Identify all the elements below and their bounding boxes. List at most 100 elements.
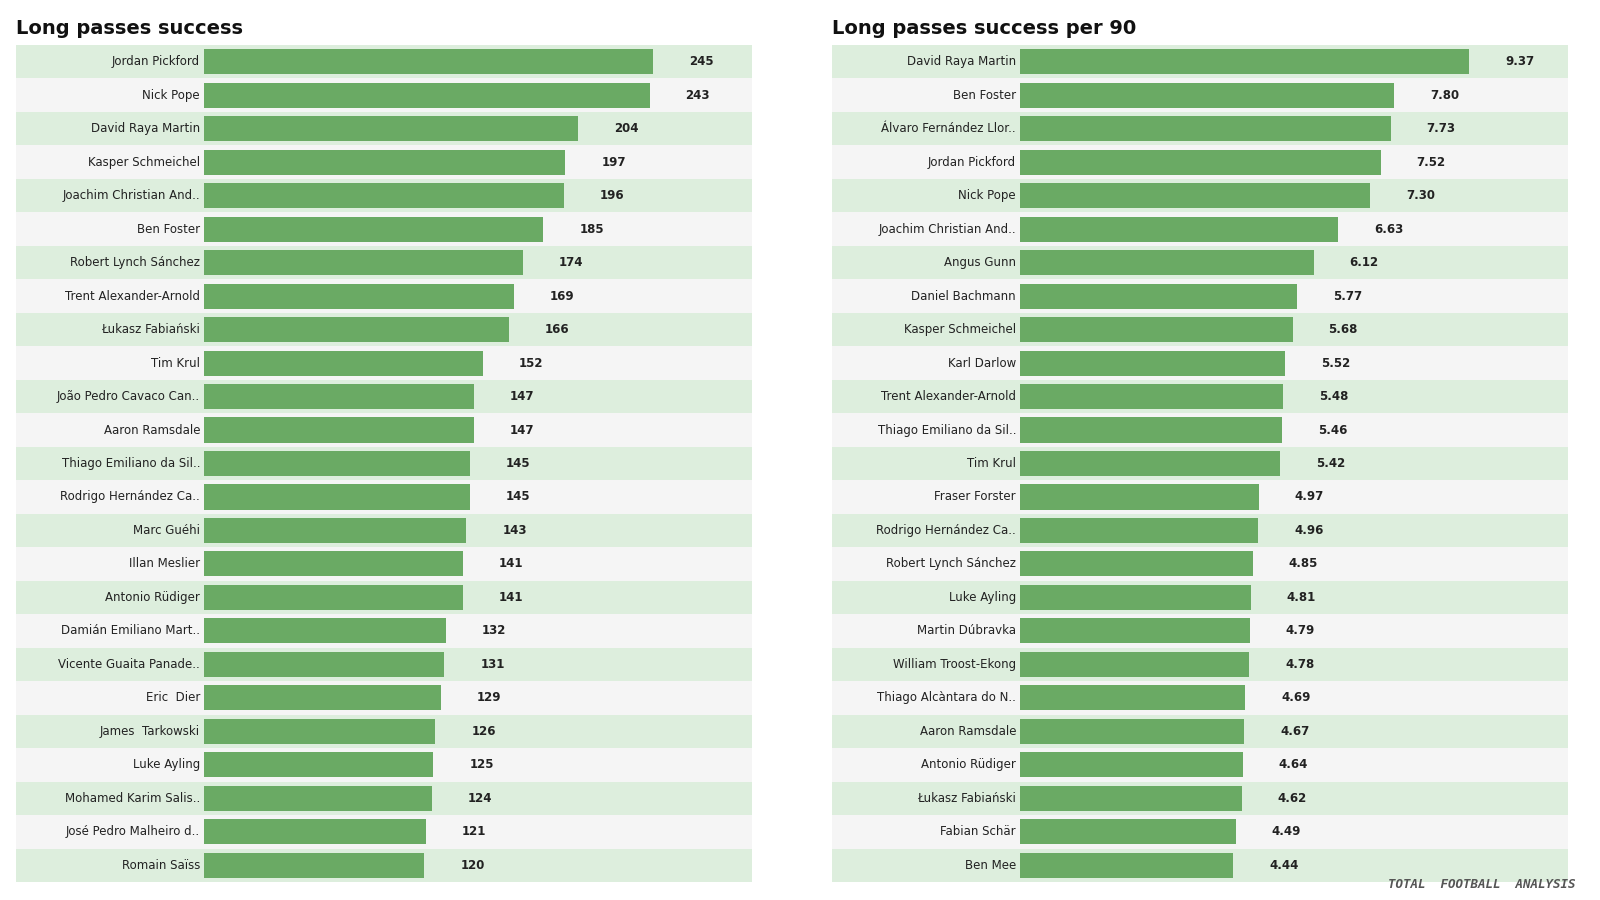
Text: 196: 196 (600, 189, 624, 202)
Text: José Pedro Malheiro d..: José Pedro Malheiro d.. (66, 825, 200, 838)
Text: Antonio Rüdiger: Antonio Rüdiger (106, 591, 200, 604)
Text: 129: 129 (477, 691, 501, 705)
Text: 145: 145 (506, 491, 531, 503)
Bar (16, 45, 752, 78)
Text: Kasper Schmeichel: Kasper Schmeichel (88, 156, 200, 168)
Bar (16, 748, 752, 781)
Bar (205, 284, 514, 309)
Bar (205, 50, 653, 75)
Bar (16, 648, 752, 681)
Text: 4.96: 4.96 (1294, 524, 1323, 537)
Text: Ben Foster: Ben Foster (138, 222, 200, 236)
Text: 141: 141 (499, 591, 523, 604)
Bar (205, 585, 462, 610)
Text: 132: 132 (482, 625, 507, 637)
Bar (832, 212, 1568, 246)
Bar (205, 116, 578, 141)
Text: Jordan Pickford: Jordan Pickford (112, 55, 200, 68)
Bar (205, 83, 650, 108)
Bar (832, 446, 1568, 481)
Text: 7.30: 7.30 (1406, 189, 1435, 202)
Bar (205, 786, 432, 811)
Text: Joachim Christian And..: Joachim Christian And.. (62, 189, 200, 202)
Text: Thiago Alcàntara do N..: Thiago Alcàntara do N.. (877, 691, 1016, 705)
Text: 4.81: 4.81 (1286, 591, 1317, 604)
Text: Tim Krul: Tim Krul (150, 356, 200, 370)
Text: 6.63: 6.63 (1374, 222, 1403, 236)
Bar (832, 481, 1568, 514)
Bar (16, 380, 752, 413)
Text: Trent Alexander-Arnold: Trent Alexander-Arnold (66, 290, 200, 302)
Bar (832, 179, 1568, 212)
Text: 4.97: 4.97 (1294, 491, 1323, 503)
Text: 243: 243 (685, 89, 710, 102)
Bar (832, 715, 1568, 748)
Text: Ben Foster: Ben Foster (954, 89, 1016, 102)
Bar (205, 685, 440, 710)
Text: TOTAL  FOOTBALL  ANALYSIS: TOTAL FOOTBALL ANALYSIS (1389, 878, 1576, 891)
Text: 4.64: 4.64 (1278, 759, 1309, 771)
Text: 5.68: 5.68 (1328, 323, 1358, 336)
Bar (205, 317, 509, 342)
Bar (1021, 149, 1381, 175)
Bar (1021, 819, 1235, 844)
Bar (832, 547, 1568, 580)
Text: Joachim Christian And..: Joachim Christian And.. (878, 222, 1016, 236)
Text: 204: 204 (614, 122, 638, 135)
Bar (205, 451, 470, 476)
Text: 145: 145 (506, 457, 531, 470)
Bar (205, 719, 435, 744)
Text: Kasper Schmeichel: Kasper Schmeichel (904, 323, 1016, 336)
Text: 4.62: 4.62 (1278, 792, 1307, 805)
Text: Antonio Rüdiger: Antonio Rüdiger (922, 759, 1016, 771)
Text: João Pedro Cavaco Can..: João Pedro Cavaco Can.. (58, 390, 200, 403)
Bar (1021, 217, 1338, 242)
Text: 5.77: 5.77 (1333, 290, 1362, 302)
Bar (205, 618, 446, 644)
Bar (832, 346, 1568, 380)
Bar (205, 217, 544, 242)
Bar (1021, 786, 1242, 811)
Bar (1021, 719, 1245, 744)
Text: 143: 143 (502, 524, 526, 537)
Bar (16, 446, 752, 481)
Text: 5.52: 5.52 (1320, 356, 1350, 370)
Text: 147: 147 (510, 424, 534, 436)
Bar (1021, 250, 1314, 275)
Bar (1021, 183, 1370, 208)
Bar (1021, 451, 1280, 476)
Text: Martin Dúbravka: Martin Dúbravka (917, 625, 1016, 637)
Text: Aaron Ramsdale: Aaron Ramsdale (104, 424, 200, 436)
Bar (1021, 50, 1469, 75)
Text: Fraser Forster: Fraser Forster (934, 491, 1016, 503)
Text: 185: 185 (579, 222, 603, 236)
Bar (205, 418, 474, 443)
Bar (16, 815, 752, 849)
Text: 4.69: 4.69 (1282, 691, 1310, 705)
Text: Ben Mee: Ben Mee (965, 859, 1016, 872)
Text: 124: 124 (467, 792, 493, 805)
Text: 7.80: 7.80 (1430, 89, 1459, 102)
Bar (16, 547, 752, 580)
Text: Mohamed Karim Salis..: Mohamed Karim Salis.. (64, 792, 200, 805)
Bar (16, 681, 752, 715)
Text: 166: 166 (544, 323, 570, 336)
Bar (16, 614, 752, 648)
Text: 4.78: 4.78 (1285, 658, 1315, 670)
Bar (205, 819, 426, 844)
Text: 5.42: 5.42 (1315, 457, 1346, 470)
Bar (1021, 685, 1245, 710)
Text: Marc Guéhi: Marc Guéhi (133, 524, 200, 537)
Bar (16, 179, 752, 212)
Bar (832, 580, 1568, 614)
Bar (16, 212, 752, 246)
Text: 125: 125 (469, 759, 494, 771)
Bar (832, 781, 1568, 815)
Bar (205, 350, 483, 375)
Text: William Troost-Ekong: William Troost-Ekong (893, 658, 1016, 670)
Text: 4.49: 4.49 (1272, 825, 1301, 838)
Text: 6.12: 6.12 (1349, 256, 1379, 269)
Bar (1021, 618, 1250, 644)
Text: Thiago Emiliano da Sil..: Thiago Emiliano da Sil.. (61, 457, 200, 470)
Bar (205, 384, 474, 410)
